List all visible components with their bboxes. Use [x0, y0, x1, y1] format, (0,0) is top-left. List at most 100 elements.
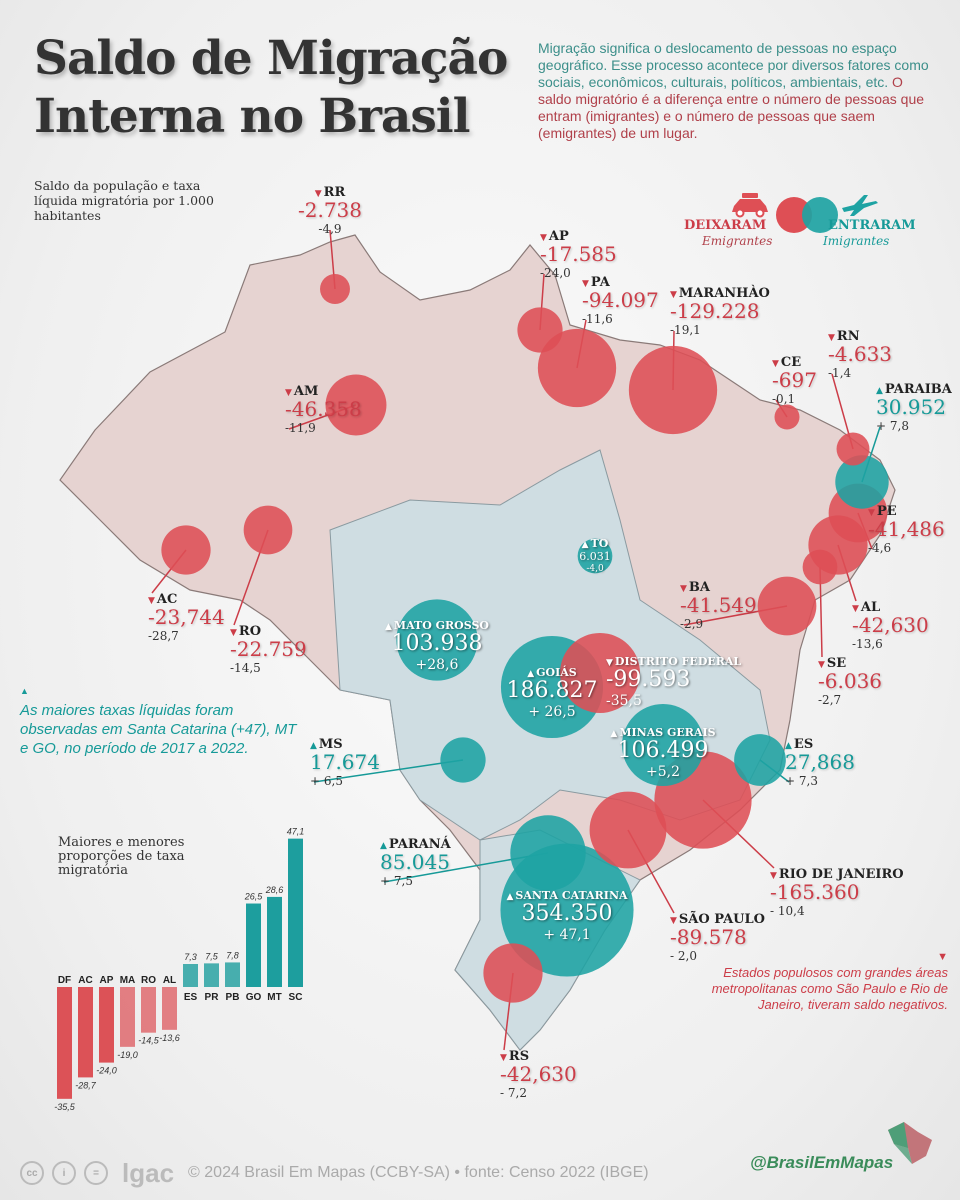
state-name: ▼ CE: [772, 356, 817, 369]
state-name-text: PARANÁ: [388, 837, 451, 852]
state-balance: -46.358: [285, 397, 362, 421]
circle-rn[interactable]: [836, 432, 870, 466]
up-arrow-icon: ▲: [610, 729, 618, 739]
down-arrow-icon: ▼: [314, 189, 322, 199]
circle-es[interactable]: [734, 734, 786, 786]
up-arrow-icon: ▲: [506, 892, 514, 902]
state-balance: -2.738: [297, 198, 363, 222]
state-rate: -19,1: [670, 323, 701, 337]
state-label-rr: ▼ RR -2.738 -4,9: [298, 186, 362, 235]
circle-rr[interactable]: [320, 274, 350, 304]
state-balance: -23,744: [148, 605, 225, 629]
state-label-al: ▼ AL -42,630 -13,6: [852, 601, 929, 650]
state-label-pa: ▼ PA -94.097 -11,6: [582, 276, 659, 325]
up-arrow-icon: ▲: [581, 540, 589, 550]
state-name-text: DISTRITO FEDERAL: [614, 655, 742, 668]
circle-am[interactable]: [325, 374, 387, 436]
state-name: ▼ PA: [582, 276, 659, 289]
circle-rs[interactable]: [483, 943, 543, 1003]
circle-pb[interactable]: [835, 455, 889, 509]
state-name-text: SANTA CATARINA: [515, 889, 628, 902]
migration-rate-bar-chart: DF -35,5 AC -28,7 AP -24,0 MA -19,0 RO -14,5 AL -13…: [54, 827, 304, 1112]
bar-value-label: -13,6: [159, 1033, 180, 1043]
state-label-ma: ▼ MARANHÀO -129.228 -19,1: [670, 287, 770, 336]
down-arrow-icon: ▼: [540, 233, 547, 243]
up-arrow-icon: ▲: [380, 841, 387, 851]
social-handle[interactable]: @BrasilEmMapas: [750, 1153, 894, 1172]
circle-to[interactable]: [577, 538, 613, 574]
down-arrow-icon: ▼: [285, 388, 292, 398]
bar-al: [162, 987, 177, 1030]
state-name: ▼ RO: [230, 625, 307, 638]
up-arrow-icon: ▲: [310, 741, 317, 751]
bar-value-label: -24,0: [96, 1066, 117, 1076]
state-balance: 186.827: [506, 678, 598, 703]
car-icon: [732, 193, 768, 218]
state-rate: -11,9: [285, 421, 316, 435]
bar-pr: [204, 963, 219, 987]
state-rate: +5,2: [646, 764, 680, 780]
gain-legend-circle: [802, 197, 838, 233]
state-label-es: ▲ ES 27,868 + 7,3: [785, 738, 855, 787]
circle-pa[interactable]: [537, 328, 617, 408]
down-arrow-icon: ▼: [828, 333, 835, 343]
state-balance: -6.036: [818, 669, 883, 693]
state-balance: 354.350: [521, 901, 613, 926]
state-rate: +28,6: [415, 657, 459, 673]
state-name-text: MINAS GERAIS: [619, 726, 716, 739]
state-name-text: SE: [826, 656, 847, 671]
state-name-text: RIO DE JANEIRO: [778, 867, 904, 882]
state-rate: + 6,5: [310, 774, 343, 788]
state-rate: - 10,4: [770, 904, 805, 918]
state-label-mt: ▲ MATO GROSSO 103.938 +28,6: [385, 620, 489, 672]
state-name-text: AM: [293, 384, 319, 399]
circle-ac[interactable]: [161, 525, 211, 575]
state-name-text: SÃO PAULO: [678, 912, 765, 927]
circle-df[interactable]: [560, 633, 640, 713]
state-rate: -4,6: [868, 541, 892, 555]
down-arrow-icon: ▼: [852, 604, 859, 614]
bar-value-label: -19,0: [117, 1050, 138, 1060]
state-name-text: PE: [876, 504, 897, 519]
circle-ce[interactable]: [774, 404, 800, 430]
circle-pr[interactable]: [510, 815, 586, 891]
note-metropolitan: ▼ Estados populosos com grandes áreas met…: [700, 948, 948, 1013]
bar-mt: [267, 896, 282, 987]
state-name-text: AC: [156, 592, 178, 607]
circle-ro[interactable]: [243, 505, 293, 555]
bar-category-label: PB: [226, 992, 240, 1003]
state-rate: -4,9: [318, 222, 342, 236]
state-label-rn: ▼ RN -4.633 -1,4: [828, 330, 892, 379]
up-arrow-icon: ▲: [785, 741, 792, 751]
legend-gain-label: ENTRARAM: [828, 218, 916, 233]
bar-category-label: AL: [163, 975, 176, 986]
down-arrow-icon: ▼: [582, 279, 589, 289]
nd-icon: =: [84, 1161, 108, 1185]
bar-category-label: MA: [120, 975, 136, 986]
circle-mt[interactable]: [396, 599, 478, 681]
state-label-ms: ▲ MS 17.674 + 6,5: [310, 738, 380, 787]
circle-ma[interactable]: [628, 345, 718, 435]
state-label-ac: ▼ AC -23,744 -28,7: [148, 593, 225, 642]
circle-ap[interactable]: [517, 307, 563, 353]
circle-mg[interactable]: [621, 703, 705, 787]
circle-ms[interactable]: [440, 737, 486, 783]
bar-category-label: DF: [58, 975, 71, 986]
circle-se[interactable]: [802, 549, 838, 585]
state-name: ▲ SANTA CATARINA: [506, 890, 627, 902]
bar-go: [246, 903, 261, 987]
down-arrow-icon: ▼: [606, 658, 613, 668]
state-name: ▼ PE: [868, 505, 945, 518]
state-name: ▼ AC: [148, 593, 225, 606]
circle-sp[interactable]: [589, 791, 667, 869]
bar-sc: [288, 838, 303, 987]
bar-category-label: GO: [246, 992, 262, 1003]
circle-ba[interactable]: [757, 576, 817, 636]
state-name-text: RN: [836, 329, 860, 344]
state-name: ▲ PARANÁ: [380, 838, 451, 851]
state-balance: -697: [772, 368, 817, 392]
state-name: ▼ BA: [680, 581, 757, 594]
bar-value-label: 26,5: [244, 892, 264, 902]
state-name-text: AP: [548, 229, 569, 244]
chart-title: Maiores e menores proporções de taxa mig…: [58, 835, 185, 878]
